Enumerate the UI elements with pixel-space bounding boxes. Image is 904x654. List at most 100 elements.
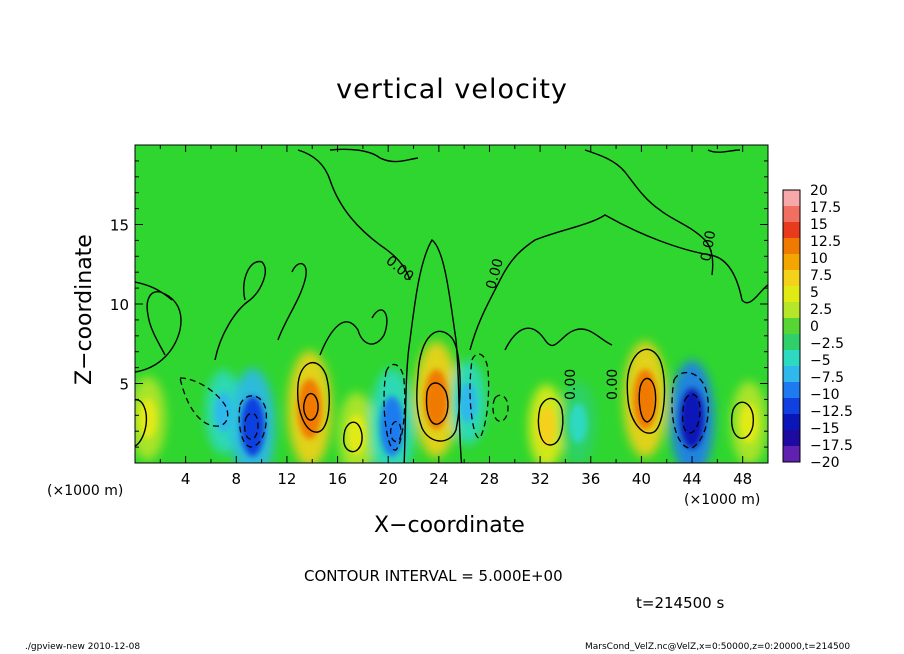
contour-plus5-c [626,348,666,434]
colorbar-label: −10 [810,387,840,403]
contour-zero-top [329,148,741,276]
colorbar-label: 2.5 [810,302,832,318]
colorbar-label: −15 [810,421,840,437]
heatmap-field: 0.00 0.000.000.00 0.00 [135,145,768,463]
colorbar-cell [783,334,800,351]
x-tick-label: 16 [328,470,347,488]
colorbar-label: −17.5 [810,438,853,454]
colorbar-cell [783,414,800,431]
colorbar-cell [783,254,800,271]
colorbar-cell [783,350,800,367]
x-tick-label: 20 [379,470,398,488]
field-core-4 [347,414,366,455]
colorbar-cell [783,270,800,287]
colorbar-cell [783,286,800,303]
colorbar-cell [783,398,800,415]
x-tick-label: 32 [531,470,550,488]
z-unit-label: (×1000 m) [684,492,761,508]
field-core-3 [297,378,322,439]
colorbar: 2017.51512.5107.552.50−2.5−5−7.5−10−12.5… [782,183,853,471]
field-core-7 [458,382,477,423]
x-axis: 4 8 12 16 20 24 28 32 36 40 44 48 [159,145,752,488]
x-tick-label: 48 [733,470,752,488]
x-tick-label: 4 [181,470,191,488]
colorbar-label: 15 [810,217,828,233]
colorbar-label: 0 [810,319,819,335]
colorbar-label: −12.5 [810,404,853,420]
colorbar-label: 12.5 [810,234,841,250]
field-core-8 [537,406,556,447]
contour-minus5-a [179,377,229,427]
contour-plus10-c [638,377,657,423]
contour-label-2: 0.00 [698,229,719,262]
y-tick-label: 10 [110,296,129,314]
time-stamp: t=214500 s [636,594,725,612]
chart-title: vertical velocity [336,74,568,105]
x-axis-label: X−coordinate [374,513,525,538]
colorbar-cell [783,318,800,335]
field-core-11 [680,388,705,449]
contour-label-1: 0.00 [483,257,507,291]
x-tick-label: 40 [632,470,651,488]
contour-plus5-d [537,397,564,446]
contour-lines [135,148,768,463]
footer-source: MarsCond_VelZ.nc@VelZ,x=0:50000,z=0:2000… [585,642,851,652]
y-axis-label: Z−coordinate [72,234,97,385]
field-core-6 [424,369,449,430]
colorbar-label: −20 [810,455,840,471]
x-tick-label: 24 [429,470,448,488]
colorbar-cell [783,302,800,319]
contour-label-4: 0.00 [605,369,621,400]
x-tick-label: 28 [480,470,499,488]
colorbar-cell [783,366,800,383]
contour-minus5-f [492,394,509,422]
colorbar-label: 7.5 [810,268,832,284]
contour-plus5-a [297,362,330,433]
contour-minus10-a [244,412,259,440]
contour-interval-text: CONTOUR INTERVAL = 5.000E+00 [304,567,563,585]
colorbar-cell [783,446,800,463]
colorbar-label: 17.5 [810,200,841,216]
colorbar-cell [783,222,800,239]
contour-minus5-e [671,371,709,449]
contour-plus10-b [425,382,449,425]
footer-command: ./gpview-new 2010-12-08 [25,642,141,652]
contour-zero-upper [135,149,768,463]
contour-minus5-c [383,363,406,451]
contour-minus10-c [389,420,402,443]
colorbar-label: −2.5 [810,336,844,352]
colorbar-cell [783,382,800,399]
x-tick-label: 36 [581,470,600,488]
field-core-9 [569,403,588,444]
contour-plus10-a [302,393,319,421]
colorbar-cell [783,190,800,207]
y-axis: 5 10 15 [110,160,768,448]
x-tick-label: 8 [232,470,242,488]
contour-label-3: 0.00 [563,369,579,400]
colorbar-label: 5 [810,285,819,301]
x-unit-label: (×1000 m) [47,483,124,499]
contour-minus10-b [681,393,701,434]
colorbar-label: −7.5 [810,370,844,386]
contour-negative-lines [179,353,709,451]
x-tick-label: 44 [682,470,701,488]
x-tick-label: 12 [277,470,296,488]
contour-plus5-b [416,330,461,442]
contour-plus5-e [731,401,755,439]
colorbar-cell [783,430,800,447]
field-core-0 [138,398,157,439]
y-tick-label: 5 [119,376,129,394]
field-core-2 [240,396,265,457]
field-core-1 [214,392,233,433]
contour-minus5-b [238,395,268,448]
colorbar-label: −5 [810,353,831,369]
colorbar-frame [782,189,801,463]
colorbar-label: 10 [810,251,828,267]
field-core-12 [740,403,759,444]
y-tick-label: 15 [110,217,129,235]
colorbar-label: 20 [810,183,828,199]
contour-plus10-d [343,421,363,453]
field-core-5 [379,396,404,457]
field-core-10 [633,369,658,430]
